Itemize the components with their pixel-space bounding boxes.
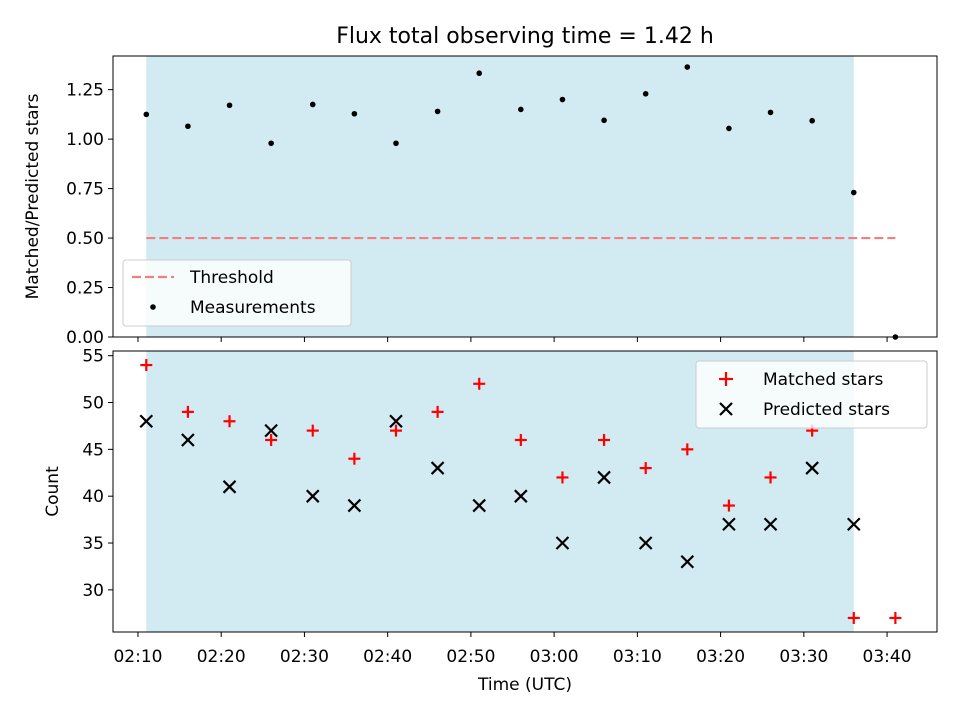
measurement-point bbox=[226, 102, 233, 109]
predicted-star-point bbox=[680, 554, 695, 569]
x-axis-label: Time (UTC) bbox=[477, 675, 572, 695]
measurement-point bbox=[309, 101, 316, 108]
x-tick-label: 02:20 bbox=[197, 647, 246, 667]
predicted-star-point bbox=[555, 536, 570, 550]
bottom-y-tick-label: 40 bbox=[82, 487, 104, 507]
bottom-y-tick-label: 30 bbox=[82, 581, 104, 601]
legend-matched-swatch bbox=[719, 372, 733, 386]
measurement-point bbox=[850, 189, 857, 196]
matched-star-point bbox=[265, 433, 278, 446]
top-y-tick-label: 0.00 bbox=[66, 328, 104, 348]
top-y-tick-label: 1.25 bbox=[66, 81, 104, 101]
matched-star-point bbox=[223, 415, 236, 428]
measurement-point bbox=[268, 140, 274, 147]
matched-star-point bbox=[348, 452, 361, 465]
measurement-point bbox=[143, 111, 150, 118]
chart-title: Flux total observing time = 1.42 h bbox=[336, 24, 714, 49]
legend-threshold-label: Threshold bbox=[189, 268, 274, 288]
predicted-star-point bbox=[264, 423, 278, 438]
top-legend: Threshold Measurements bbox=[122, 259, 352, 327]
measurement-point bbox=[642, 90, 649, 97]
top-plot-frame bbox=[112, 55, 938, 338]
x-tick-label: 02:10 bbox=[113, 647, 162, 667]
matched-star-point bbox=[306, 424, 319, 437]
bottom-y-tick-label: 55 bbox=[82, 347, 104, 367]
predicted-star-point bbox=[763, 517, 778, 532]
measurement-point bbox=[351, 110, 358, 117]
top-y-tick-label: 0.75 bbox=[66, 180, 104, 200]
matched-star-point bbox=[473, 377, 486, 390]
matched-star-point bbox=[722, 499, 735, 512]
bottom-legend-box bbox=[695, 360, 928, 429]
top-y-tick-label: 0.50 bbox=[66, 229, 104, 249]
x-tick-label: 02:30 bbox=[280, 647, 329, 667]
measurement-point bbox=[434, 108, 441, 115]
top-y-tick-label: 1.00 bbox=[66, 130, 104, 150]
x-tick-label: 02:40 bbox=[363, 647, 412, 667]
measurement-point bbox=[393, 140, 399, 147]
matched-star-point bbox=[140, 359, 153, 372]
bottom-panel: 30 35 40 45 50 55 02:10 02:20 02:30 02:40 02:50 03… bbox=[43, 347, 938, 695]
bottom-y-axis-label: Count bbox=[43, 466, 63, 517]
matched-star-point bbox=[556, 471, 569, 484]
predicted-star-point bbox=[181, 433, 195, 447]
top-legend-box bbox=[122, 259, 352, 327]
matched-star-point bbox=[639, 462, 652, 475]
bottom-legend: Matched stars Predicted stars bbox=[695, 360, 928, 429]
measurement-point bbox=[809, 117, 815, 124]
predicted-star-point bbox=[638, 536, 653, 550]
matched-star-point bbox=[681, 443, 694, 456]
measurement-point bbox=[726, 125, 732, 132]
predicted-star-point bbox=[389, 414, 403, 429]
measurement-point bbox=[767, 109, 774, 116]
predicted-star-point bbox=[597, 470, 611, 485]
measurement-point bbox=[518, 106, 524, 113]
top-y-tick-label: 0.25 bbox=[66, 279, 104, 299]
measurement-point bbox=[476, 70, 483, 77]
predicted-star-point bbox=[305, 489, 320, 503]
predicted-star-point bbox=[222, 480, 237, 494]
matched-star-point bbox=[598, 433, 611, 446]
matched-star-point bbox=[181, 405, 194, 418]
predicted-star-point bbox=[722, 517, 736, 532]
top-y-axis-label: Matched/Predicted stars bbox=[23, 93, 43, 299]
matched-star-point bbox=[431, 405, 444, 418]
bottom-y-tick-label: 50 bbox=[82, 394, 104, 414]
predicted-star-point bbox=[347, 498, 362, 513]
predicted-star-point bbox=[514, 489, 528, 503]
matched-star-point bbox=[389, 424, 402, 437]
x-tick-label: 03:10 bbox=[613, 647, 662, 667]
predicted-star-point bbox=[846, 517, 861, 532]
matched-star-point bbox=[889, 611, 902, 624]
predicted-star-point bbox=[139, 414, 154, 429]
measurement-point bbox=[684, 64, 691, 70]
legend-predicted-swatch bbox=[719, 402, 733, 416]
legend-predicted-label: Predicted stars bbox=[763, 400, 890, 420]
predicted-star-point bbox=[430, 461, 445, 475]
bottom-plot-frame bbox=[112, 350, 938, 633]
x-tick-label: 03:30 bbox=[779, 647, 828, 667]
x-tick-label: 03:40 bbox=[863, 647, 912, 667]
legend-measurements-swatch bbox=[150, 304, 156, 310]
measurement-point bbox=[559, 96, 566, 103]
legend-measurements-label: Measurements bbox=[190, 298, 316, 318]
bottom-y-tick-label: 45 bbox=[82, 440, 104, 460]
measurement-point bbox=[601, 117, 607, 124]
predicted-star-point bbox=[805, 461, 819, 475]
x-tick-label: 03:00 bbox=[530, 647, 579, 667]
top-panel: 0.00 0.25 0.50 0.75 1.00 1.25 Matched/Predict… bbox=[23, 55, 938, 348]
x-tick-label: 02:50 bbox=[446, 647, 495, 667]
matched-star-point bbox=[764, 471, 777, 484]
matched-star-point bbox=[847, 611, 860, 624]
predicted-star-point bbox=[472, 498, 487, 513]
measurement-point bbox=[185, 123, 191, 130]
x-tick-label: 03:20 bbox=[696, 647, 745, 667]
legend-matched-label: Matched stars bbox=[763, 370, 883, 390]
bottom-y-tick-label: 35 bbox=[82, 534, 104, 554]
matched-star-point bbox=[514, 433, 527, 446]
